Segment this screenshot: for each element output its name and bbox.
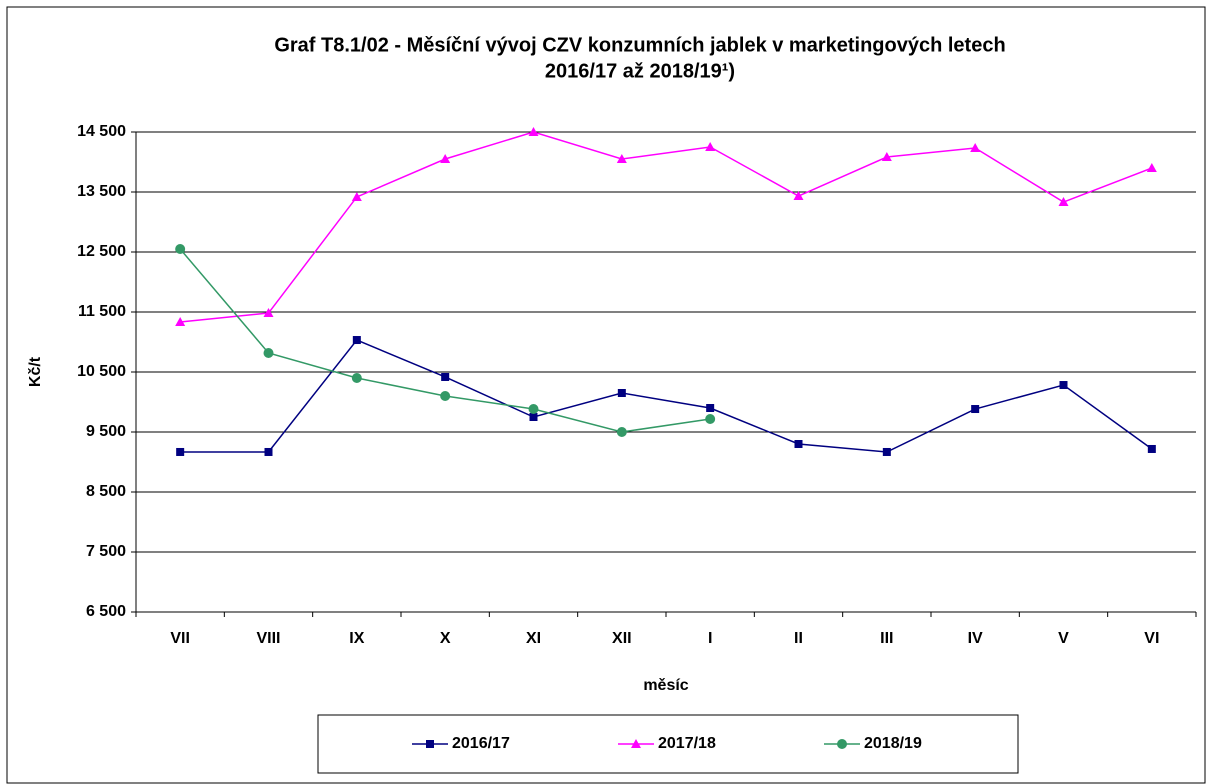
x-tick-label: IX bbox=[349, 630, 364, 647]
x-tick-label: I bbox=[708, 630, 712, 647]
x-tick-label: VIII bbox=[256, 630, 280, 647]
marker bbox=[351, 373, 362, 383]
marker bbox=[263, 347, 274, 358]
y-tick-label: 6 500 bbox=[86, 603, 126, 620]
y-tick-label: 7 500 bbox=[86, 543, 126, 560]
legend-label: 2016/17 bbox=[452, 735, 510, 752]
marker bbox=[971, 405, 980, 414]
marker bbox=[175, 244, 186, 254]
marker bbox=[440, 391, 451, 401]
y-tick-label: 13 500 bbox=[77, 183, 126, 200]
x-tick-label: VII bbox=[170, 630, 190, 647]
marker bbox=[706, 404, 715, 412]
y-tick-label: 9 500 bbox=[86, 423, 126, 440]
marker bbox=[351, 191, 362, 201]
marker bbox=[352, 336, 361, 345]
marker bbox=[263, 308, 274, 318]
marker bbox=[882, 447, 891, 456]
legend-label: 2018/19 bbox=[864, 735, 922, 752]
y-tick-label: 8 500 bbox=[86, 483, 126, 500]
y-tick-label: 11 500 bbox=[78, 303, 126, 320]
x-tick-label: II bbox=[794, 630, 803, 647]
series-line bbox=[180, 131, 1153, 323]
legend-marker bbox=[837, 739, 847, 749]
marker bbox=[794, 440, 803, 448]
x-tick-label: IV bbox=[968, 630, 983, 647]
marker bbox=[529, 413, 538, 421]
y-axis-label: Kč/t bbox=[27, 356, 44, 387]
x-tick-label: XII bbox=[612, 630, 632, 647]
y-tick-label: 12 500 bbox=[77, 243, 126, 260]
x-tick-label: VI bbox=[1144, 630, 1159, 647]
marker bbox=[175, 317, 186, 327]
x-tick-label: III bbox=[880, 630, 893, 647]
y-tick-label: 14 500 bbox=[77, 123, 126, 140]
legend-marker bbox=[426, 740, 434, 748]
chart-title: Graf T8.1/02 - Měsíční vývoj CZV konzumn… bbox=[274, 34, 1005, 56]
series-line bbox=[180, 339, 1153, 453]
marker bbox=[528, 404, 539, 415]
x-tick-label: XI bbox=[526, 630, 541, 647]
marker bbox=[970, 143, 981, 153]
x-axis-label: měsíc bbox=[643, 677, 688, 694]
x-tick-label: V bbox=[1058, 630, 1069, 647]
legend-label: 2017/18 bbox=[658, 735, 716, 752]
chart-subtitle: 2016/17 až 2018/19¹) bbox=[545, 60, 735, 82]
chart-frame bbox=[6, 6, 1206, 784]
marker bbox=[441, 372, 450, 381]
marker bbox=[1058, 197, 1069, 207]
marker bbox=[1059, 381, 1068, 390]
marker bbox=[440, 154, 451, 163]
marker bbox=[176, 447, 185, 456]
marker bbox=[528, 127, 539, 136]
marker bbox=[1147, 444, 1156, 453]
marker bbox=[264, 447, 273, 456]
marker bbox=[616, 427, 627, 437]
marker bbox=[1146, 163, 1157, 172]
marker bbox=[881, 152, 892, 162]
marker bbox=[616, 154, 627, 163]
legend-marker bbox=[631, 739, 641, 748]
marker bbox=[705, 142, 716, 151]
x-tick-label: X bbox=[440, 630, 451, 647]
y-tick-label: 10 500 bbox=[77, 363, 126, 380]
marker bbox=[705, 413, 716, 424]
marker bbox=[793, 191, 804, 201]
marker bbox=[617, 389, 626, 397]
